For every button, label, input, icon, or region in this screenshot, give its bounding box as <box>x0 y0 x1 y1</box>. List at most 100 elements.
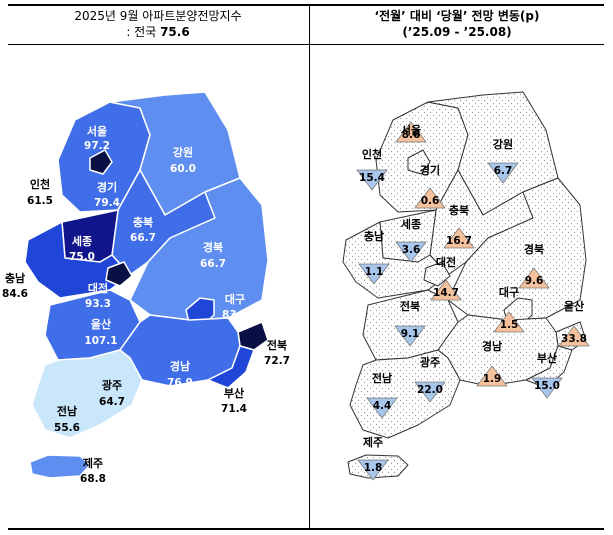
increase-marker-gyeongnam <box>476 365 508 387</box>
table-header-border <box>8 44 604 45</box>
region-daejeon[interactable] <box>105 261 133 287</box>
national-value: 75.6 <box>160 25 190 39</box>
table-top-border <box>8 4 604 6</box>
increase-marker-daejeon <box>430 279 462 301</box>
decrease-marker-gwangju <box>414 381 446 403</box>
region-busan[interactable] <box>207 345 255 389</box>
label-gangwon-value: 60.0 <box>170 163 196 175</box>
outline-jeonnam[interactable] <box>349 349 461 439</box>
table-bottom-border <box>8 528 604 530</box>
panel-divider <box>309 4 310 530</box>
label-chungnam-value: 84.6 <box>2 288 28 300</box>
national-label: : 전국 <box>126 25 161 39</box>
change-name-chungnam: 충남 <box>364 229 384 243</box>
label-busan-value: 71.4 <box>221 403 247 415</box>
outline-seoul[interactable] <box>407 149 431 175</box>
change-name-jeonnam: 전남 <box>372 371 392 385</box>
change-value-daejeon: 14.7 <box>433 287 459 299</box>
increase-marker-chungbuk <box>443 227 475 249</box>
change-name-seoul: 서울 <box>401 123 421 137</box>
label-gangwon-name: 강원 <box>173 145 193 159</box>
label-gyeongnam-value: 76.9 <box>167 377 193 389</box>
label-seoul-name: 서울 <box>87 124 107 138</box>
label-busan-name: 부산 <box>224 386 244 400</box>
change-name-chungbuk: 충북 <box>449 203 469 217</box>
label-gyeonggi-name: 경기 <box>97 180 117 194</box>
change-name-sejong: 세종 <box>401 217 421 231</box>
left-panel-title: 2025년 9월 아파트분양전망지수 : 전국 75.6 <box>8 8 308 42</box>
label-daejeon-value: 93.3 <box>85 298 111 310</box>
change-value-gyeongnam: 1.9 <box>483 373 502 385</box>
label-gyeongbuk-name: 경북 <box>203 240 223 254</box>
change-value-jeonbuk: 9.1 <box>401 328 420 340</box>
change-name-ulsan: 울산 <box>564 299 584 313</box>
change-value-daegu: 1.5 <box>500 319 519 331</box>
label-gwangju-name: 광주 <box>102 379 122 392</box>
label-sejong-value: 75.0 <box>69 251 95 263</box>
increase-marker-gyeongbuk <box>518 267 550 289</box>
change-name-incheon: 인천 <box>362 147 382 161</box>
label-ulsan-name: 전북 <box>267 338 287 352</box>
change-name-jeonbuk: 전북 <box>400 299 420 313</box>
right-title-line1: ‘전월’ 대비 ‘당월’ 전망 변동(p) <box>374 9 540 23</box>
change-name-gyeonggi: 경기 <box>420 163 440 177</box>
label-sejong-name: 세종 <box>72 234 92 248</box>
decrease-marker-jeju <box>357 459 389 481</box>
decrease-marker-busan <box>531 377 563 399</box>
change-value-chungnam: 1.1 <box>365 266 384 278</box>
label-daegu-value: 83.3 <box>222 309 248 321</box>
change-name-gyeongbuk: 경북 <box>524 242 544 256</box>
change-value-busan: 15.0 <box>534 380 560 392</box>
label-chungnam-name: 충남 <box>5 271 25 285</box>
region-jeju[interactable] <box>29 454 91 479</box>
label-incheon-name: 인천 <box>30 177 50 191</box>
change-value-gwangju: 22.0 <box>417 384 443 396</box>
increase-marker-seoul <box>395 121 427 143</box>
decrease-marker-jeonnam <box>366 397 398 419</box>
label-jeonnam-value: 55.6 <box>54 422 80 434</box>
label-jeonbuk-name: 울산 <box>91 317 111 331</box>
change-name-jeju: 제주 <box>363 435 383 449</box>
change-value-jeonnam: 4.4 <box>373 400 392 412</box>
change-name-daejeon: 대전 <box>436 255 456 269</box>
decrease-marker-jeonbuk <box>394 325 426 347</box>
change-value-incheon: 15.4 <box>359 172 385 184</box>
label-jeonnam-name: 전남 <box>57 404 77 418</box>
change-name-gangwon: 강원 <box>493 137 513 151</box>
change-value-seoul: 8.6 <box>402 129 421 141</box>
region-seoul[interactable] <box>89 149 113 175</box>
region-jeonnam[interactable] <box>31 349 143 439</box>
increase-marker-gyeonggi <box>414 187 446 209</box>
label-gyeongbuk-value: 66.7 <box>200 258 226 270</box>
decrease-marker-incheon <box>356 169 388 191</box>
decrease-marker-gangwon <box>487 162 519 184</box>
left-title-line1: 2025년 9월 아파트분양전망지수 <box>74 9 242 23</box>
change-name-busan: 부산 <box>537 351 557 365</box>
change-name-gwangju: 광주 <box>420 356 440 369</box>
label-jeju-name: 제주 <box>83 456 103 470</box>
decrease-marker-sejong <box>395 241 427 263</box>
right-panel-title: ‘전월’ 대비 ‘당월’ 전망 변동(p) (’25.09 - ’25.08) <box>310 8 604 42</box>
figure-frame: 2025년 9월 아파트분양전망지수 : 전국 75.6 ‘전월’ 대비 ‘당월… <box>8 4 604 530</box>
change-name-daegu: 대구 <box>499 285 519 299</box>
change-value-gyeonggi: 0.6 <box>421 195 440 207</box>
label-jeonbuk-value: 107.1 <box>84 335 117 347</box>
change-value-gangwon: 6.7 <box>494 165 513 177</box>
left-title-line2: : 전국 75.6 <box>8 24 308 40</box>
label-chungbuk-value: 66.7 <box>130 232 156 244</box>
label-gyeonggi-value: 79.4 <box>94 197 120 209</box>
outline-daejeon[interactable] <box>423 261 451 287</box>
change-value-ulsan: 33.8 <box>561 333 587 345</box>
label-daegu-name: 대구 <box>225 292 245 306</box>
change-name-gyeongnam: 경남 <box>482 339 502 353</box>
change-value-chungbuk: 16.7 <box>446 235 472 247</box>
label-chungbuk-name: 충북 <box>133 215 153 229</box>
increase-marker-daegu <box>493 311 525 333</box>
label-ulsan-value: 72.7 <box>264 355 290 367</box>
label-daejeon-name: 대전 <box>88 281 108 295</box>
label-gwangju-value: 64.7 <box>99 396 125 408</box>
label-jeju-value: 68.8 <box>80 473 106 485</box>
increase-marker-ulsan <box>558 325 590 347</box>
